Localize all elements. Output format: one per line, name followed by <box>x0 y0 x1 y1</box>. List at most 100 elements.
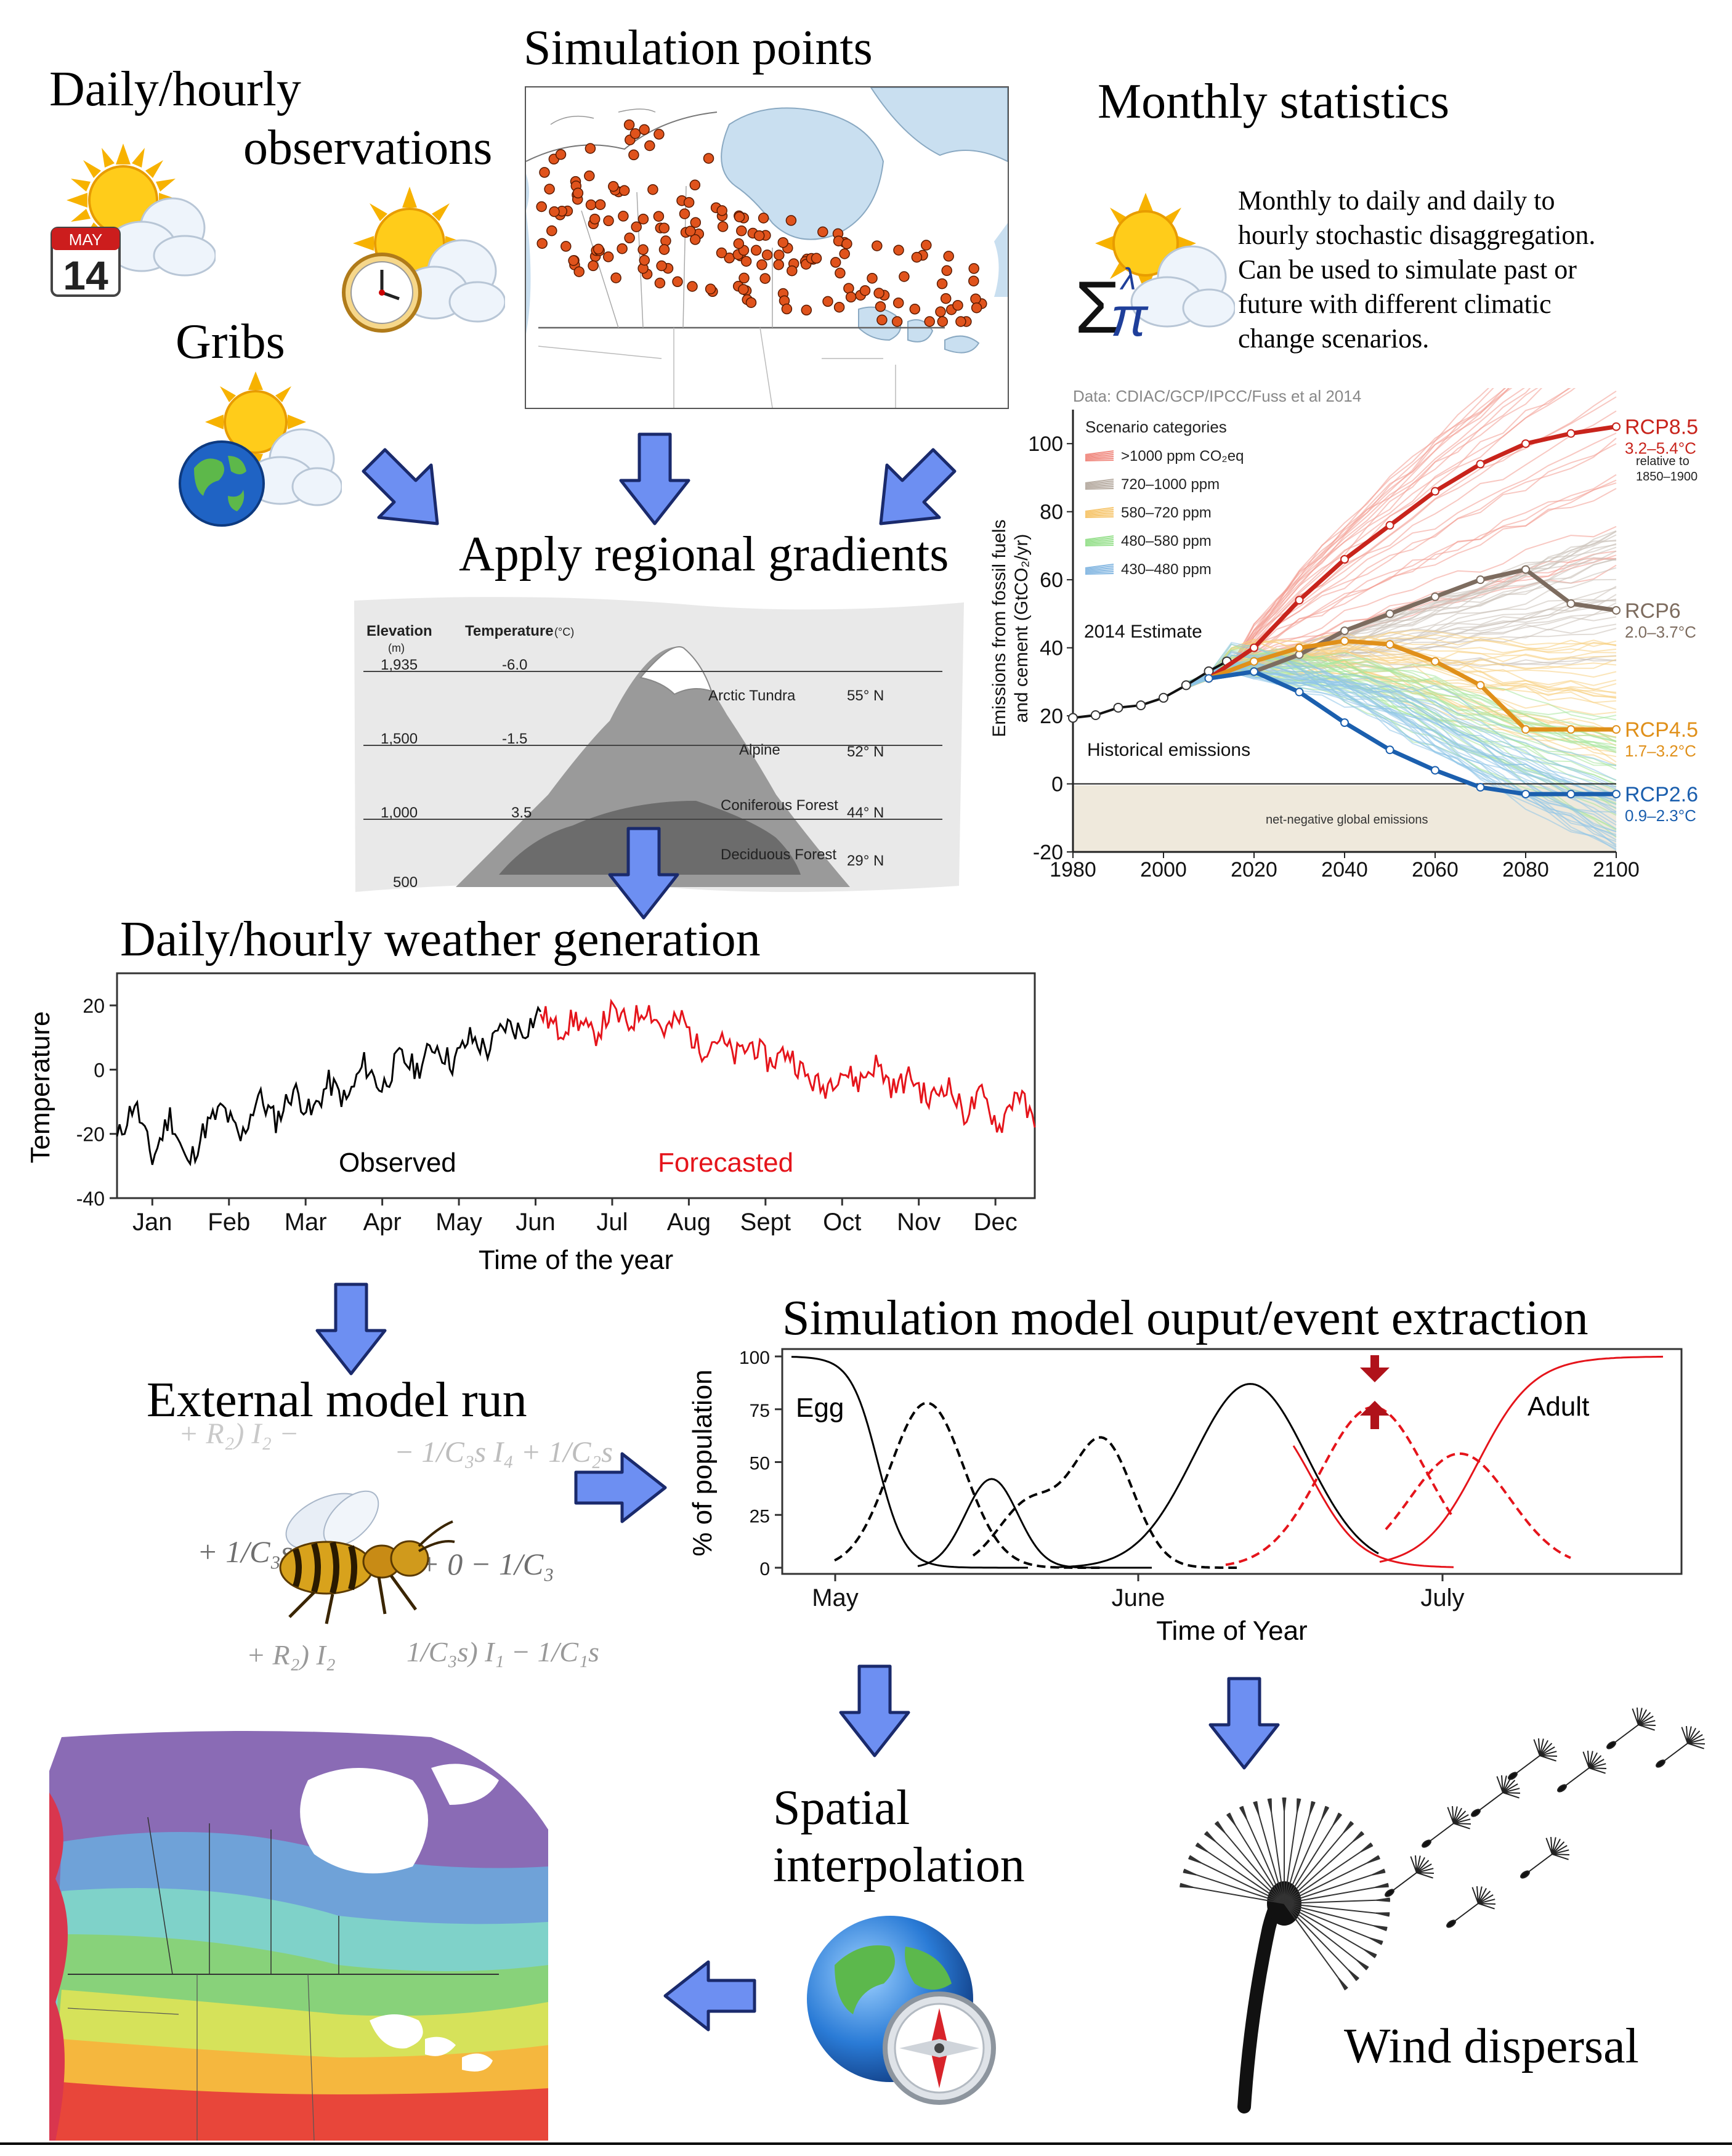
station-dot <box>573 266 585 277</box>
sun-cloud-sigma-pi-icon: Σ π λ <box>1062 188 1236 349</box>
seed-stalk <box>1662 1743 1688 1762</box>
seed-hair <box>1478 1886 1483 1904</box>
seed-hair <box>1588 1763 1606 1769</box>
seed-hair <box>1638 1708 1643 1725</box>
spatial-label-line1: Spatial <box>773 1781 910 1835</box>
series-point <box>1340 636 1349 646</box>
population-chart: 0 25 50 75 100 May June July Egg Adult Time of … <box>684 1343 1694 1663</box>
station-dot <box>560 241 572 252</box>
monthly-description: Monthly to daily and daily to hourly sto… <box>1238 184 1725 356</box>
legend-swatch <box>1085 460 1114 461</box>
series-label: RCP8.5 <box>1625 416 1698 439</box>
dandelion-ray <box>1284 1832 1345 1904</box>
y-tick-label: 100 <box>1028 432 1063 456</box>
seed-body <box>1446 1919 1456 1928</box>
seed-hair <box>1687 1727 1696 1744</box>
month-label: Apr <box>363 1209 402 1236</box>
seed-hair <box>1632 1708 1639 1725</box>
station-dot <box>536 238 548 249</box>
dandelion-ray <box>1284 1903 1365 1950</box>
series-point <box>1431 657 1439 666</box>
month-label: May <box>435 1209 482 1236</box>
seed-hair <box>1416 1868 1434 1873</box>
weather-series <box>116 999 1036 1167</box>
station-dot <box>971 302 982 314</box>
seed-hair <box>1453 1823 1471 1825</box>
pappus-hair <box>1296 1798 1301 1812</box>
seed-hair <box>1453 1810 1467 1824</box>
station-dot <box>955 316 966 327</box>
seed-hair <box>1502 1792 1520 1799</box>
station-dot <box>687 281 698 292</box>
series-point <box>1566 725 1576 734</box>
y-tick-label: 0 <box>759 1559 770 1579</box>
pappus-hair <box>1360 1845 1374 1852</box>
station-dot <box>585 143 596 154</box>
station-dot <box>740 256 752 267</box>
seed-hair <box>1539 1743 1553 1756</box>
seed-hair <box>1447 1807 1454 1824</box>
seed-hair <box>1452 1806 1454 1824</box>
station-dot <box>631 221 642 232</box>
seed-hair <box>1582 1751 1590 1769</box>
station-dot <box>637 213 649 225</box>
seed-hair <box>1552 1845 1568 1855</box>
seed-stalk <box>1564 1767 1590 1787</box>
historical-annotation: Historical emissions <box>1087 740 1250 760</box>
dandelion-ray <box>1284 1903 1377 1914</box>
arrow-down <box>314 1281 388 1380</box>
series-point <box>1385 521 1394 530</box>
seed-hair <box>1687 1743 1704 1749</box>
station-dot <box>839 248 850 259</box>
station-dot <box>593 243 604 255</box>
seed-hair <box>1545 1838 1553 1855</box>
scenario-trajectory <box>1186 662 1617 851</box>
y-tick-label: 20 <box>83 995 105 1017</box>
description-line: change scenarios. <box>1238 323 1430 354</box>
svg-text:π: π <box>1111 286 1149 348</box>
station-dot <box>658 222 670 233</box>
y-tick-label: -20 <box>76 1124 105 1146</box>
seed-hair <box>1478 1887 1487 1904</box>
seed-stalk <box>1391 1872 1417 1892</box>
station-dot <box>873 288 884 299</box>
elevation-value: 500 <box>393 874 418 891</box>
observations-label: observations <box>243 121 493 175</box>
seed-hair <box>1476 1886 1479 1904</box>
dandelion-ray <box>1258 1814 1285 1904</box>
seed-hair <box>1687 1726 1692 1744</box>
scenario-legend: Scenario categories >1000 ppm CO₂eq 720–1… <box>1085 418 1244 578</box>
series-point <box>1476 575 1485 585</box>
seed-hair <box>1478 1891 1491 1904</box>
dandelion-ray <box>1271 1812 1285 1904</box>
simulation-points-title: Simulation points <box>524 21 873 75</box>
station-dot <box>602 251 614 262</box>
seed-hair <box>1687 1730 1701 1744</box>
station-dot <box>585 199 597 211</box>
station-dot <box>773 259 784 270</box>
historical-point <box>1181 680 1191 691</box>
seed-hair <box>1416 1857 1425 1873</box>
emissions-series <box>1068 422 1621 799</box>
spatial-label-line2: interpolation <box>773 1838 1025 1892</box>
scenario-trajectory <box>1186 655 1617 790</box>
station-dot <box>952 299 963 311</box>
svg-text:Emissions from fossil fuels: Emissions from fossil fuels <box>989 519 1010 737</box>
legend-swatch <box>1085 482 1114 486</box>
x-tick-label: 2000 <box>1140 858 1187 881</box>
seed-hair <box>1687 1734 1703 1744</box>
x-tick-label: 1980 <box>1050 858 1096 881</box>
station-dot <box>660 235 671 246</box>
description-line: hourly stochastic disaggregation. <box>1238 220 1596 250</box>
station-dot <box>683 197 695 208</box>
seed-stalk <box>1453 1903 1479 1923</box>
dandelion-ray <box>1284 1903 1374 1927</box>
seed-hair <box>1638 1709 1647 1725</box>
station-dot <box>891 316 903 327</box>
y-tick-label: -40 <box>76 1188 105 1210</box>
month-label: Oct <box>823 1209 861 1236</box>
series-point <box>1295 643 1304 652</box>
formula-line: + R₂) I₂ − <box>179 1417 299 1450</box>
series-point <box>1431 766 1439 775</box>
station-dot <box>935 306 946 317</box>
